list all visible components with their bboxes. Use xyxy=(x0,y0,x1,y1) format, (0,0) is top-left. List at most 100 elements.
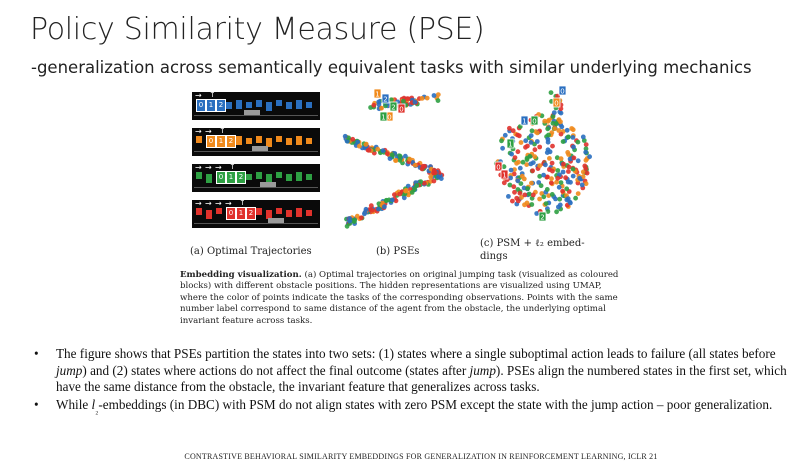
agent-block xyxy=(266,174,272,183)
distance-label: 0 xyxy=(216,171,226,184)
embedding-point xyxy=(515,149,521,155)
embedding-point xyxy=(515,198,521,204)
distance-label: 1 xyxy=(500,169,509,180)
embedding-point xyxy=(389,152,395,158)
embedding-point xyxy=(397,153,403,159)
embedding-point xyxy=(565,196,571,202)
embedding-point xyxy=(375,146,381,152)
embedding-point xyxy=(560,139,566,144)
agent-block xyxy=(306,102,312,108)
embedding-point xyxy=(556,128,562,133)
embedding-point xyxy=(551,110,557,115)
embedding-point xyxy=(518,140,524,145)
embedding-point xyxy=(579,182,585,188)
distance-label: 2 xyxy=(381,93,390,104)
bullet-marker: • xyxy=(34,396,39,412)
embedding-point xyxy=(435,98,441,103)
embedding-point xyxy=(520,159,526,165)
embedding-point xyxy=(563,175,568,181)
arrow-up-icon: ↑ xyxy=(209,90,216,99)
embedding-point xyxy=(379,105,384,111)
svg-text:0: 0 xyxy=(387,114,391,122)
embedding-point xyxy=(534,130,540,136)
embedding-point xyxy=(371,102,377,108)
embedding-point xyxy=(558,180,564,185)
bullet-text: -embeddings (in DBC) with PSM do not ali… xyxy=(98,396,773,412)
embedding-point xyxy=(546,193,552,198)
embedding-point xyxy=(549,176,554,182)
pse-embedding-plot: 212 001 xyxy=(342,88,445,229)
agent-block xyxy=(286,174,292,181)
embedding-point xyxy=(388,97,394,103)
embedding-point xyxy=(537,144,543,150)
embedding-point xyxy=(393,158,398,163)
agent-block xyxy=(206,210,212,219)
embedding-point xyxy=(414,183,420,188)
distance-label: 2 xyxy=(389,101,398,112)
embedding-point xyxy=(528,161,534,167)
embedding-point xyxy=(568,179,573,185)
embedding-point xyxy=(557,196,563,202)
bullet-marker: • xyxy=(34,346,39,361)
embedding-point xyxy=(584,170,590,176)
embedding-point xyxy=(431,93,437,98)
embedding-point xyxy=(380,148,386,153)
embedding-point xyxy=(507,125,512,131)
embedding-point xyxy=(564,186,570,192)
bullet-text: ) and (2) states where actions do not af… xyxy=(82,362,470,378)
arrow-up-icon: ↑ xyxy=(229,162,236,171)
embedding-point xyxy=(545,209,551,214)
distance-label: 1 xyxy=(206,99,216,112)
embedding-point xyxy=(363,142,369,147)
embedding-point xyxy=(509,151,514,157)
embedding-point xyxy=(544,150,550,155)
embedding-point xyxy=(560,188,565,194)
embedding-point xyxy=(501,180,507,186)
embedding-point xyxy=(548,180,554,186)
agent-block xyxy=(256,100,262,107)
embedding-point xyxy=(541,194,547,200)
embedding-point xyxy=(530,192,536,198)
embedding-point xyxy=(510,128,516,134)
svg-text:0: 0 xyxy=(560,88,564,96)
embedding-point xyxy=(558,156,564,162)
agent-block xyxy=(206,174,212,183)
caption-a: (a) Optimal Trajectories xyxy=(190,246,312,257)
embedding-point xyxy=(537,163,543,169)
embedding-figure: → ↑ 0 1 2 → → ↑ 0 1 2 → → → ↑ 0 1 2 → → → → ↑ 0 1 2 (a) Optimal T… xyxy=(176,82,616,342)
bullet-item: • While l₂-embeddings (in DBC) with PSM d… xyxy=(30,397,790,418)
distance-label: 0 xyxy=(558,85,567,96)
embedding-point xyxy=(387,156,393,161)
embedding-point xyxy=(525,143,530,149)
embedding-point xyxy=(529,128,535,134)
distance-label: 0 xyxy=(552,97,561,108)
embedding-point xyxy=(419,96,425,101)
trajectory-strip: → → ↑ 0 1 2 xyxy=(192,127,320,156)
caption-b: (b) PSEs xyxy=(376,246,420,257)
embedding-point xyxy=(528,140,534,145)
distance-label: 1 xyxy=(379,111,388,122)
embedding-point xyxy=(382,204,387,210)
distance-label: 1 xyxy=(506,138,515,149)
embedding-point xyxy=(522,192,528,198)
embedding-point xyxy=(424,95,430,101)
embedding-point xyxy=(409,190,415,195)
bullet-text: jump xyxy=(469,362,496,378)
embedding-point xyxy=(537,196,542,202)
agent-block xyxy=(226,102,232,109)
embedding-point xyxy=(376,206,381,212)
arrow-up-icon: ↑ xyxy=(239,198,246,207)
embedding-point xyxy=(403,188,408,194)
caption-c-line1: (c) PSM + ℓ₂ embed- xyxy=(480,238,585,249)
embedding-point xyxy=(570,166,576,172)
embedding-point xyxy=(571,155,577,161)
svg-text:2: 2 xyxy=(383,96,387,104)
distance-label: 2 xyxy=(216,99,226,112)
agent-block xyxy=(236,100,242,109)
embedding-point xyxy=(500,145,505,151)
embedding-point xyxy=(403,153,408,159)
embedding-point xyxy=(397,157,403,163)
agent-block xyxy=(286,210,292,217)
embedding-point xyxy=(575,191,581,196)
